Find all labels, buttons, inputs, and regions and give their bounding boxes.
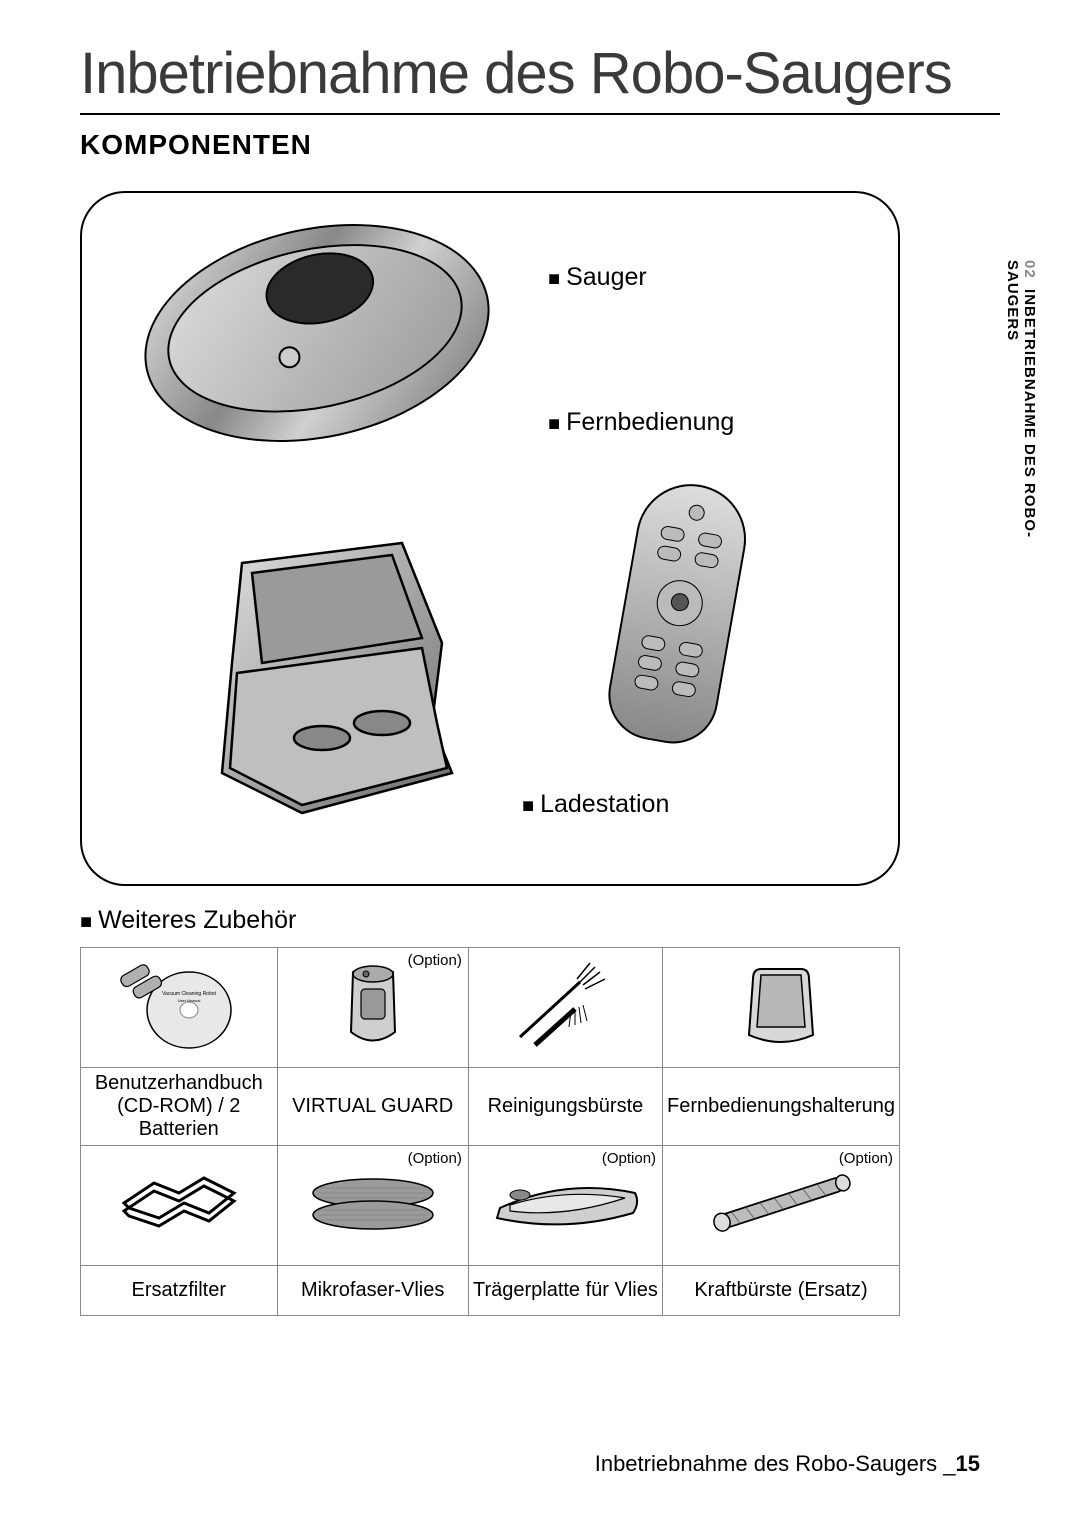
option-tag: (Option) [408,952,462,969]
acc-label: Reinigungsbürste [468,1068,662,1146]
section-heading: KOMPONENTEN [80,129,1000,161]
acc-cell-powerbrush: (Option) [663,1146,900,1266]
acc-label: Fernbedienungshalterung [663,1068,900,1146]
docking-station-illustration [182,523,502,823]
accessories-heading: ■Weiteres Zubehör [80,906,1000,935]
side-tab: 02 INBETRIEBNAHME DES ROBO-SAUGERS [1004,260,1038,610]
acc-label: Ersatzfilter [81,1266,278,1316]
acc-label: VIRTUAL GUARD [277,1068,468,1146]
acc-label: Benutzerhandbuch (CD-ROM) / 2 Batterien [81,1068,278,1146]
acc-label: Kraftbürste (Ersatz) [663,1266,900,1316]
page-title: Inbetriebnahme des Robo-Saugers [80,40,1000,115]
acc-cell-carrierplate: (Option) [468,1146,662,1266]
side-tab-number: 02 [1021,260,1038,279]
svg-text:Vacuum Cleaning Robot: Vacuum Cleaning Robot [162,991,216,997]
option-tag: (Option) [602,1150,656,1167]
accessories-table: Vacuum Cleaning Robot User Manual (Optio… [80,947,900,1316]
component-labels: ■Sauger ■Fernbedienung [548,263,818,553]
label-ladestation: ■Ladestation [522,790,669,819]
option-tag: (Option) [408,1150,462,1167]
acc-cell-microfiber: (Option) [277,1146,468,1266]
svg-text:User Manual: User Manual [177,998,200,1003]
acc-cell-brush [468,948,662,1068]
footer-text: Inbetriebnahme des Robo-Saugers _ [595,1451,956,1476]
page-footer: Inbetriebnahme des Robo-Saugers _15 [595,1451,980,1477]
label-sauger: ■Sauger [548,263,818,292]
acc-cell-filter [81,1146,278,1266]
acc-label: Trägerplatte für Vlies [468,1266,662,1316]
acc-cell-manual: Vacuum Cleaning Robot User Manual [81,948,278,1068]
acc-cell-virtualguard: (Option) [277,948,468,1068]
side-tab-text: INBETRIEBNAHME DES ROBO-SAUGERS [1004,260,1038,538]
option-tag: (Option) [839,1150,893,1167]
acc-label: Mikrofaser-Vlies [277,1266,468,1316]
components-box: ■Sauger ■Fernbedienung ■Ladestation [80,191,900,886]
footer-page-number: 15 [956,1451,980,1476]
robot-vacuum-illustration [132,208,512,468]
acc-cell-remoteholder [663,948,900,1068]
label-fernbedienung: ■Fernbedienung [548,408,818,437]
